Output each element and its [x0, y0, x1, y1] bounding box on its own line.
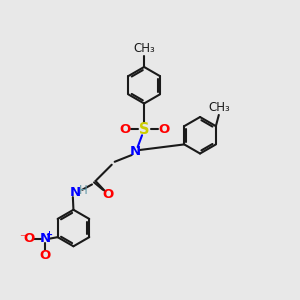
Text: ⁻: ⁻ [20, 232, 26, 245]
Text: O: O [119, 123, 130, 136]
Text: N: N [40, 232, 51, 245]
Text: N: N [70, 186, 81, 199]
Text: O: O [23, 232, 34, 245]
Text: O: O [158, 123, 169, 136]
Text: S: S [139, 122, 149, 137]
Text: N: N [130, 145, 141, 158]
Text: CH₃: CH₃ [133, 42, 155, 55]
Text: O: O [103, 188, 114, 201]
Text: +: + [45, 230, 52, 239]
Text: H: H [79, 184, 87, 197]
Text: CH₃: CH₃ [208, 101, 230, 114]
Text: O: O [40, 249, 51, 262]
